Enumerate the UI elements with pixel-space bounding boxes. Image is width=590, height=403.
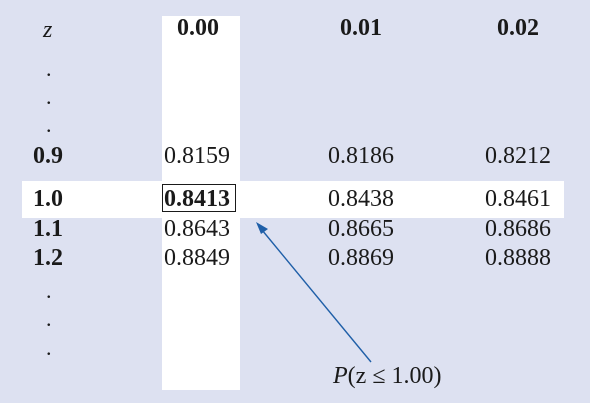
- ellipsis-dot: .: [46, 112, 52, 137]
- ellipsis-dot: .: [46, 335, 52, 360]
- cell-0.9-0.00: 0.8159: [164, 143, 230, 169]
- cell-1.2-0.01: 0.8869: [328, 245, 394, 271]
- cell-1.2-0.00: 0.8849: [164, 245, 230, 271]
- row-z-1.1: 1.1: [33, 216, 63, 242]
- ellipsis-dot: .: [46, 84, 52, 109]
- col-header-0.00: 0.00: [177, 15, 219, 41]
- cell-1.1-0.02: 0.8686: [485, 216, 551, 242]
- cell-1.2-0.02: 0.8888: [485, 245, 551, 271]
- z-header: z: [43, 17, 53, 43]
- row-z-1.0: 1.0: [33, 186, 63, 212]
- cell-0.9-0.01: 0.8186: [328, 143, 394, 169]
- col-header-0.02: 0.02: [497, 15, 539, 41]
- cell-1.0-0.00: 0.8413: [164, 186, 230, 212]
- ellipsis-dot: .: [46, 306, 52, 331]
- row-z-1.2: 1.2: [33, 245, 63, 271]
- probability-annotation: P(z ≤ 1.00): [333, 364, 441, 388]
- probability-p: P: [333, 363, 348, 389]
- cell-1.0-0.01: 0.8438: [328, 186, 394, 212]
- col-header-0.01: 0.01: [340, 15, 382, 41]
- highlighted-cell-box: [162, 184, 236, 212]
- cell-0.9-0.02: 0.8212: [485, 143, 551, 169]
- probability-expression: (z ≤ 1.00): [347, 363, 442, 389]
- row-highlight: [22, 181, 564, 218]
- cell-1.0-0.02: 0.8461: [485, 186, 551, 212]
- cell-1.1-0.01: 0.8665: [328, 216, 394, 242]
- ellipsis-dot: .: [46, 56, 52, 81]
- cell-1.1-0.00: 0.8643: [164, 216, 230, 242]
- row-z-0.9: 0.9: [33, 143, 63, 169]
- ellipsis-dot: .: [46, 278, 52, 303]
